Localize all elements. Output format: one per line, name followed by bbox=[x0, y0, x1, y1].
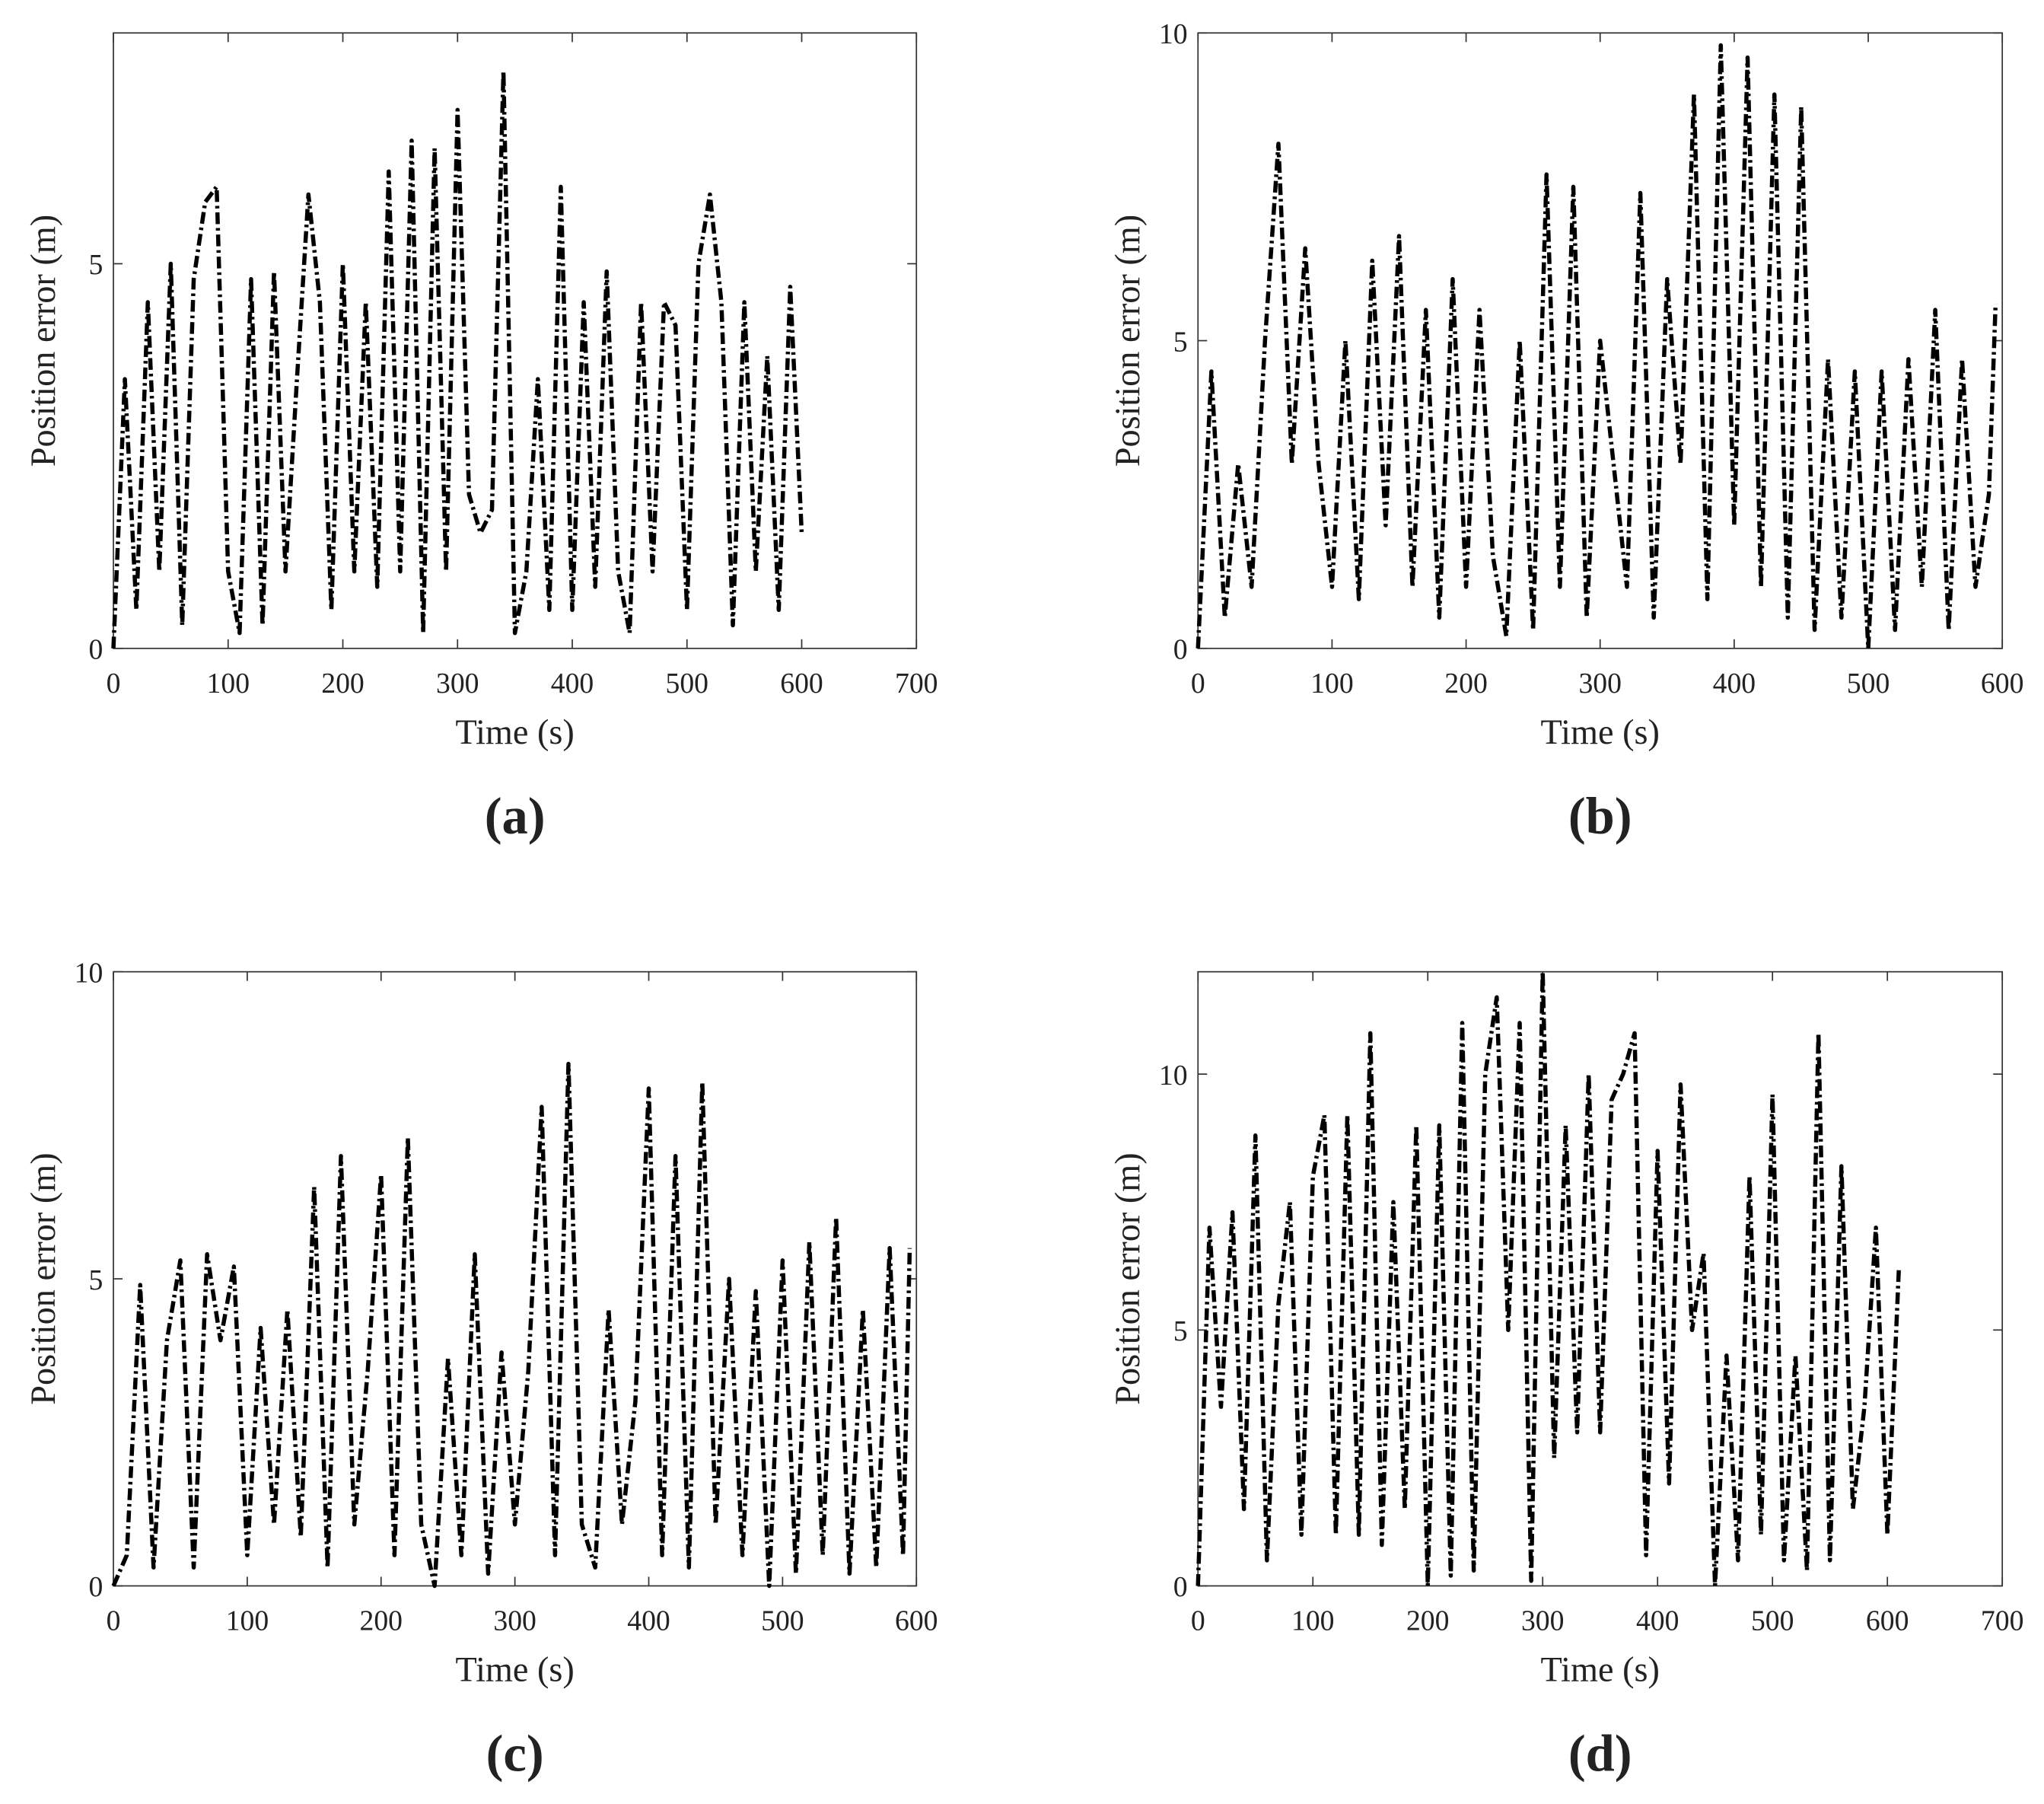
y-tick-label: 10 bbox=[75, 957, 103, 989]
x-tick-label: 0 bbox=[107, 668, 121, 700]
x-tick-label: 300 bbox=[1521, 1605, 1565, 1637]
x-tick-label: 600 bbox=[895, 1605, 938, 1637]
x-tick-label: 0 bbox=[1191, 1605, 1205, 1637]
x-tick-label: 400 bbox=[1636, 1605, 1679, 1637]
data-line bbox=[1196, 43, 1998, 651]
y-tick-label: 0 bbox=[88, 1571, 103, 1603]
x-tick-label: 100 bbox=[226, 1605, 269, 1637]
chart-panel: 0 100 200 300 400 500 600 0 5 10 Time (s) Position … bbox=[1109, 18, 2023, 845]
data-line bbox=[1196, 969, 1902, 1589]
x-tick-label: 200 bbox=[321, 668, 365, 700]
x-tick-label: 700 bbox=[895, 668, 938, 700]
y-tick-label: 5 bbox=[1173, 326, 1188, 358]
chart-panel: 0 100 200 300 400 500 600 0 5 10 Time (s) Position … bbox=[24, 957, 938, 1782]
y-tick-label: 0 bbox=[1173, 1571, 1188, 1603]
x-tick-label: 200 bbox=[360, 1605, 403, 1637]
x-tick-label: 400 bbox=[551, 668, 594, 700]
x-axis-label: Time (s) bbox=[455, 1651, 574, 1690]
y-axis-label: Position error (m) bbox=[24, 215, 63, 467]
panel-caption: (b) bbox=[1568, 787, 1632, 845]
panel-caption: (a) bbox=[485, 787, 546, 845]
y-tick-label: 0 bbox=[1173, 634, 1188, 666]
x-tick-label: 500 bbox=[665, 668, 708, 700]
y-axis-label: Position error (m) bbox=[24, 1152, 63, 1404]
x-tick-label: 600 bbox=[1866, 1605, 1909, 1637]
x-tick-label: 300 bbox=[1578, 668, 1622, 700]
chart-panel: 0 100 200 300 400 500 600 700 0 5 Time (s) Position… bbox=[24, 32, 938, 845]
y-tick-label: 5 bbox=[88, 1264, 103, 1296]
x-tick-label: 0 bbox=[107, 1605, 121, 1637]
y-tick-label: 10 bbox=[1159, 1060, 1188, 1092]
data-line bbox=[111, 1061, 912, 1589]
x-tick-label: 100 bbox=[1310, 668, 1354, 700]
x-tick-label: 700 bbox=[1981, 1605, 2024, 1637]
y-tick-label: 10 bbox=[1159, 18, 1188, 50]
plot-area bbox=[1197, 971, 2004, 1587]
x-tick-label: 200 bbox=[1444, 668, 1488, 700]
x-tick-label: 0 bbox=[1191, 668, 1205, 700]
x-tick-label: 500 bbox=[1751, 1605, 1794, 1637]
y-tick-label: 5 bbox=[1173, 1315, 1188, 1347]
x-axis-label: Time (s) bbox=[455, 713, 574, 752]
x-tick-label: 400 bbox=[1713, 668, 1756, 700]
x-tick-label: 600 bbox=[1981, 668, 2024, 700]
x-tick-label: 100 bbox=[1291, 1605, 1335, 1637]
x-tick-label: 200 bbox=[1406, 1605, 1450, 1637]
x-axis-label: Time (s) bbox=[1541, 713, 1660, 752]
data-line bbox=[111, 69, 804, 649]
x-tick-label: 500 bbox=[761, 1605, 804, 1637]
x-tick-label: 300 bbox=[436, 668, 479, 700]
x-tick-label: 300 bbox=[493, 1605, 536, 1637]
y-axis-label: Position error (m) bbox=[1109, 215, 1148, 467]
panel-caption: (d) bbox=[1568, 1725, 1632, 1783]
x-tick-label: 500 bbox=[1847, 668, 1890, 700]
panel-caption: (c) bbox=[486, 1725, 544, 1783]
x-tick-label: 600 bbox=[780, 668, 823, 700]
x-axis-label: Time (s) bbox=[1541, 1651, 1660, 1690]
y-axis-label: Position error (m) bbox=[1109, 1152, 1148, 1404]
x-tick-label: 400 bbox=[627, 1605, 670, 1637]
x-tick-label: 100 bbox=[207, 668, 250, 700]
y-tick-label: 5 bbox=[88, 249, 103, 281]
chart-panel: 0 100 200 300 400 500 600 700 0 5 10 Time (s) Positi… bbox=[1109, 969, 2024, 1783]
y-tick-label: 0 bbox=[88, 634, 103, 666]
